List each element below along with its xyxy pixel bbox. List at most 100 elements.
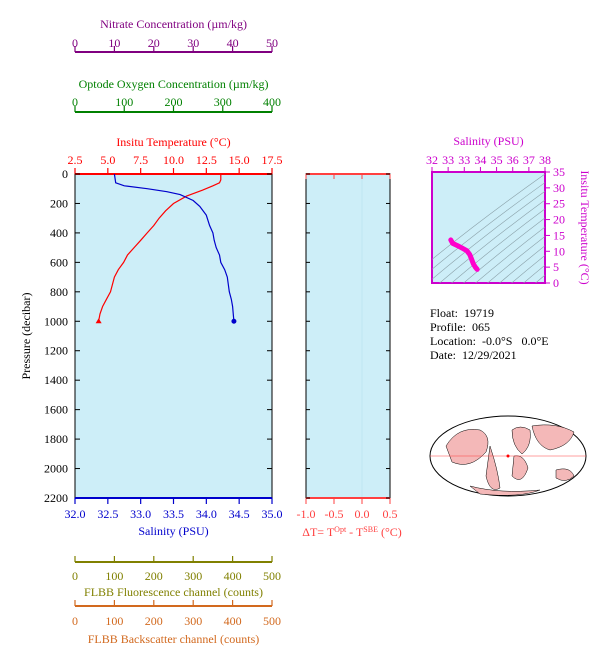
temperature-end-marker xyxy=(95,318,102,324)
salinity-tick-label: 32.0 xyxy=(65,507,86,521)
backscatter-tick-label: 400 xyxy=(224,614,242,628)
ts-isopycnal-line xyxy=(432,190,545,280)
ts-salinity-tick-label: 38 xyxy=(539,153,551,167)
ts-plot-area xyxy=(431,171,546,284)
ts-temperature-tick-label: 5 xyxy=(553,260,559,274)
pressure-tick-label: 200 xyxy=(50,196,68,210)
pressure-tick-label: 400 xyxy=(50,226,68,240)
fluorescence-tick-label: 100 xyxy=(105,569,123,583)
ts-isopycnal-line xyxy=(536,162,609,293)
nitrate-tick-label: 40 xyxy=(227,36,239,50)
pressure-tick-label: 600 xyxy=(50,255,68,269)
pressure-tick-label: 1600 xyxy=(44,403,68,417)
ts-salinity-tick-label: 32 xyxy=(426,153,438,167)
ts-isopycnal-line xyxy=(596,162,609,293)
temperature-tick-label: 2.5 xyxy=(68,153,83,167)
map-landmass xyxy=(469,485,541,496)
temperature-tick-label: 7.5 xyxy=(133,153,148,167)
map-landmass xyxy=(445,429,489,465)
delta-t-tick-label: 0.0 xyxy=(355,507,370,521)
oxygen-tick-label: 400 xyxy=(263,95,281,109)
oxygen-tick-label: 0 xyxy=(72,95,78,109)
ts-isopycnal-line xyxy=(463,217,545,283)
temperature-axis-label: Insitu Temperature (°C) xyxy=(116,135,230,149)
pressure-tick-label: 2200 xyxy=(44,491,68,505)
oxygen-tick-label: 200 xyxy=(165,95,183,109)
ts-salinity-tick-label: 33 xyxy=(458,153,470,167)
pressure-tick-label: 1200 xyxy=(44,344,68,358)
pressure-axis-label: Pressure (decibar) xyxy=(19,293,33,380)
backscatter-tick-label: 500 xyxy=(263,614,281,628)
nitrate-tick-label: 0 xyxy=(72,36,78,50)
salinity-tick-label: 35.0 xyxy=(262,507,283,521)
ts-salinity-tick-label: 37 xyxy=(523,153,535,167)
pressure-tick-label: 0 xyxy=(62,167,68,181)
fluorescence-tick-label: 400 xyxy=(224,569,242,583)
map-landmass xyxy=(485,445,501,490)
temperature-profile-line xyxy=(98,174,222,322)
pressure-tick-label: 1800 xyxy=(44,432,68,446)
delta-t-label-part: - T xyxy=(346,525,364,539)
ts-temperature-tick-label: 0 xyxy=(553,276,559,290)
temperature-tick-label: 5.0 xyxy=(100,153,115,167)
ts-temperature-axis-label: Insitu Temperature (°C) xyxy=(578,170,592,284)
backscatter-tick-label: 0 xyxy=(72,614,78,628)
ts-isopycnal-line xyxy=(439,199,545,283)
nitrate-axis-label: Nitrate Concentration (µm/kg) xyxy=(100,17,247,31)
salinity-tick-label: 34.0 xyxy=(196,507,217,521)
ts-salinity-tick-label: 35 xyxy=(491,153,503,167)
temperature-tick-label: 17.5 xyxy=(262,153,283,167)
map-landmass xyxy=(511,455,529,480)
salinity-tick-label: 32.5 xyxy=(97,507,118,521)
pressure-tick-label: 2000 xyxy=(44,462,68,476)
ts-profile-line xyxy=(448,237,480,272)
ts-temperature-tick-label: 30 xyxy=(553,181,565,195)
profile-number: Profile: 065 xyxy=(430,320,490,334)
fluorescence-tick-label: 300 xyxy=(184,569,202,583)
backscatter-tick-label: 100 xyxy=(105,614,123,628)
delta-t-tick-label: -0.5 xyxy=(325,507,344,521)
ts-salinity-tick-label: 36 xyxy=(507,153,519,167)
ts-salinity-tick-label: 33 xyxy=(442,153,454,167)
salinity-axis-label: Salinity (PSU) xyxy=(138,524,208,538)
profile-plot-area xyxy=(74,173,273,499)
ts-isopycnal-line xyxy=(523,264,545,283)
nitrate-tick-label: 20 xyxy=(148,36,160,50)
nitrate-tick-label: 30 xyxy=(187,36,199,50)
ts-isopycnal-line xyxy=(475,226,545,283)
ts-temperature-tick-label: 25 xyxy=(553,197,565,211)
delta-t-tick-label: 0.5 xyxy=(383,507,398,521)
ts-temperature-tick-label: 10 xyxy=(553,244,565,258)
ts-temperature-tick-label: 15 xyxy=(553,228,565,242)
salinity-tick-label: 34.5 xyxy=(229,507,250,521)
fluorescence-tick-label: 200 xyxy=(145,569,163,583)
location: Location: -0.0°S 0.0°E xyxy=(430,334,549,348)
nitrate-tick-label: 50 xyxy=(266,36,278,50)
map-float-location xyxy=(506,454,510,458)
oxygen-axis-label: Optode Oxygen Concentration (µm/kg) xyxy=(79,77,269,91)
delta-t-label-superscript: SBE xyxy=(363,525,378,534)
temperature-tick-label: 15.0 xyxy=(229,153,250,167)
ts-salinity-tick-label: 34 xyxy=(474,153,486,167)
ts-isopycnal-line xyxy=(451,208,545,283)
pressure-tick-label: 1400 xyxy=(44,373,68,387)
fluorescence-tick-label: 500 xyxy=(263,569,281,583)
salinity-end-marker xyxy=(231,318,237,324)
backscatter-tick-label: 200 xyxy=(145,614,163,628)
world-map-icon xyxy=(429,415,587,497)
map-landmass xyxy=(531,424,575,451)
ts-isopycnal-line xyxy=(535,274,545,283)
ts-salinity-axis-label: Salinity (PSU) xyxy=(453,134,523,148)
pressure-tick-label: 1000 xyxy=(44,314,68,328)
ts-isopycnal-line xyxy=(432,173,545,260)
salinity-profile-line xyxy=(113,173,235,322)
delta-t-label-part: ΔT= T xyxy=(302,525,335,539)
oxygen-tick-label: 100 xyxy=(115,95,133,109)
ts-isopycnal-line xyxy=(432,182,545,270)
map-landmass xyxy=(555,468,575,481)
ts-isopycnals xyxy=(432,162,609,293)
temperature-tick-label: 10.0 xyxy=(163,153,184,167)
delta-t-tick-label: -1.0 xyxy=(297,507,316,521)
fluorescence-axis-label: FLBB Fluorescence channel (counts) xyxy=(84,585,263,599)
